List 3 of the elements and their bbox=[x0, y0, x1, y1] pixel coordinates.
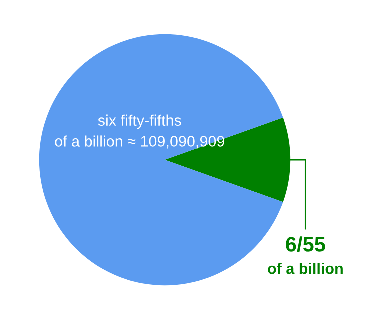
pie-slice bbox=[39, 34, 284, 286]
slice-label: 6/55 bbox=[286, 236, 326, 252]
text: of a billion bbox=[268, 262, 343, 274]
